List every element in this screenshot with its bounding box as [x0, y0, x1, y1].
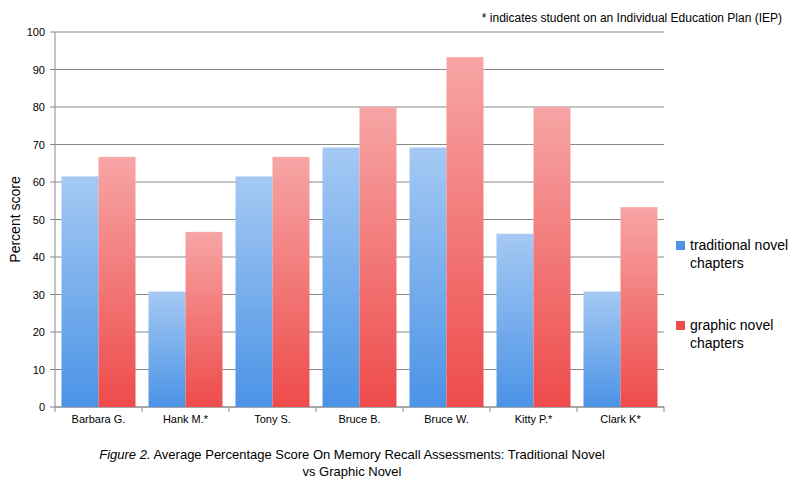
y-tick-label: 20: [33, 326, 45, 338]
annotation: * indicates student on an Individual Edu…: [482, 11, 782, 25]
y-tick: [50, 369, 55, 370]
y-tick: [50, 407, 55, 408]
legend-label-line: graphic novel: [690, 317, 773, 333]
y-tick: [50, 257, 55, 258]
bar: [62, 176, 99, 407]
chart: 0 10 20 30 40 50 60 70 80 90 100 Barbara G. Hank M.*…: [0, 0, 793, 494]
y-tick-label: 80: [33, 101, 45, 113]
grid: [50, 32, 664, 407]
x-tick-label: Barbara G.: [72, 413, 126, 425]
bar: [410, 148, 447, 408]
y-tick-label: 10: [33, 364, 45, 376]
bar: [323, 148, 360, 408]
y-tick-label: 70: [33, 139, 45, 151]
y-tick: [50, 107, 55, 108]
title-part: vs Graphic Novel: [303, 464, 402, 479]
x-tick: [577, 407, 578, 412]
y-tick-label: 0: [39, 401, 45, 413]
y-tick: [50, 294, 55, 295]
legend-swatch: [676, 321, 685, 330]
y-tick: [50, 182, 55, 183]
bar: [273, 157, 310, 407]
bar: [447, 57, 484, 407]
grid-line: [55, 32, 664, 33]
x-tick: [229, 407, 230, 412]
x-tick: [316, 407, 317, 412]
x-tick: [142, 407, 143, 412]
x-tick-label: Bruce W.: [424, 413, 469, 425]
y-tick-label: 30: [33, 289, 45, 301]
x-tick: [403, 407, 404, 412]
y-tick-label: 90: [33, 64, 45, 76]
title-part: Figure 2.: [99, 447, 150, 462]
bar: [99, 157, 136, 407]
bar: [186, 232, 223, 407]
bar: [534, 107, 571, 407]
y-tick: [50, 69, 55, 70]
bar: [149, 292, 186, 408]
x-tick: [490, 407, 491, 412]
y-tick-label: 100: [27, 26, 45, 38]
y-axis-title: Percent score: [7, 176, 23, 263]
legend-label-line: chapters: [690, 255, 744, 271]
background: [0, 0, 793, 494]
bar: [621, 207, 658, 407]
bar: [236, 176, 273, 407]
y-tick: [50, 332, 55, 333]
x-tick-label: Tony S.: [254, 413, 291, 425]
y-tick: [50, 144, 55, 145]
legend-swatch: [676, 241, 685, 250]
x-tick-label: Bruce B.: [338, 413, 380, 425]
legend-label-line: traditional novel: [690, 237, 788, 253]
y-tick: [50, 32, 55, 33]
x-tick-label: Hank M.*: [163, 413, 209, 425]
legend-label: traditional novel chapters: [690, 237, 788, 271]
x-tick-label: Kitty P.*: [515, 413, 553, 425]
x-tick-label: Clark K*: [600, 413, 641, 425]
bars: [62, 57, 658, 407]
title: Figure 2. Average Percentage Score On Me…: [99, 447, 605, 479]
grid-line: [55, 69, 664, 70]
bar: [360, 107, 397, 407]
y-tick-label: 60: [33, 176, 45, 188]
y-tick-label: 40: [33, 251, 45, 263]
legend-label-line: chapters: [690, 335, 744, 351]
title-part: Average Percentage Score On Memory Recal…: [151, 447, 605, 462]
bar: [584, 292, 621, 408]
y-tick: [50, 219, 55, 220]
y-axis: [55, 32, 56, 407]
bar: [497, 234, 534, 407]
x-tick: [664, 407, 665, 412]
y-tick-label: 50: [33, 214, 45, 226]
x-tick: [55, 407, 56, 412]
legend-label: graphic novel chapters: [690, 317, 773, 351]
